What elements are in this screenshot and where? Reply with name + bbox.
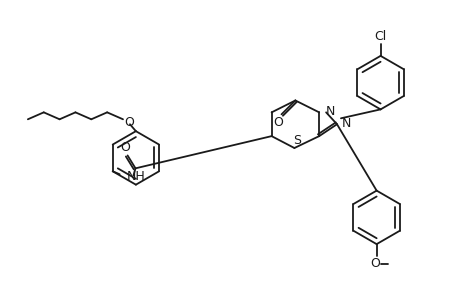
Text: Cl: Cl [374, 30, 386, 43]
Text: S: S [293, 134, 301, 147]
Text: N: N [341, 117, 351, 130]
Text: O: O [370, 257, 380, 270]
Text: NH: NH [126, 170, 145, 183]
Text: O: O [120, 141, 130, 154]
Text: N: N [325, 105, 335, 118]
Text: O: O [273, 116, 283, 129]
Text: O: O [124, 116, 134, 129]
